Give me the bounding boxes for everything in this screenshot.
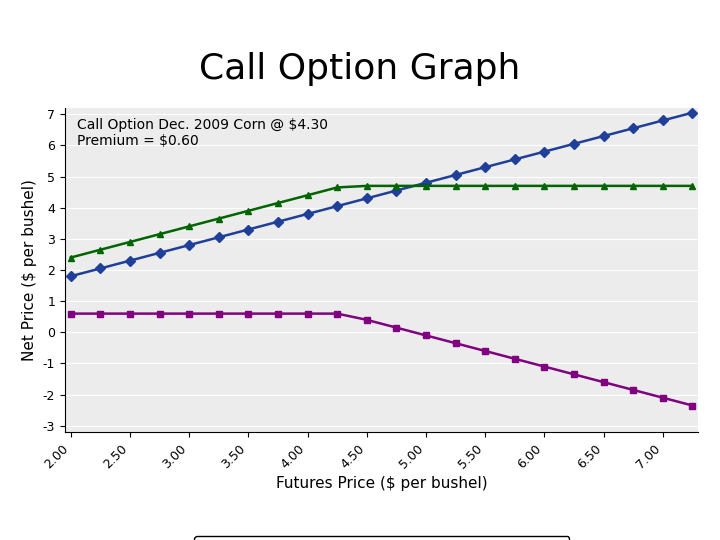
Text: Iowa State University: Iowa State University — [11, 495, 210, 512]
Call Option Cost — [481, 348, 490, 354]
Text: Call Option Dec. 2009 Corn @ $4.30
Premium = $0.60: Call Option Dec. 2009 Corn @ $4.30 Premi… — [78, 118, 328, 148]
Cash Price — [510, 156, 519, 163]
Net — [629, 183, 638, 189]
Net — [392, 183, 401, 189]
Call Option Cost — [185, 310, 194, 317]
Net — [510, 183, 519, 189]
Y-axis label: Net Price ($ per bushel): Net Price ($ per bushel) — [22, 179, 37, 361]
Call Option Cost — [392, 325, 401, 331]
Call Option Cost — [362, 316, 371, 323]
Net — [215, 215, 223, 222]
Net — [422, 183, 431, 189]
Call Option Cost — [303, 310, 312, 317]
Cash Price — [333, 203, 341, 210]
Net — [303, 192, 312, 199]
Text: Call Option Graph: Call Option Graph — [199, 52, 521, 86]
Cash Price — [629, 125, 638, 132]
Call Option Cost — [244, 310, 253, 317]
Call Option Cost — [510, 355, 519, 362]
Cash Price — [125, 258, 134, 264]
Call Option Cost — [66, 310, 75, 317]
Text: Econ 338C, Spring 2009: Econ 338C, Spring 2009 — [11, 522, 145, 531]
Net — [66, 254, 75, 261]
Call Option Cost — [333, 310, 341, 317]
Cash Price — [96, 265, 104, 272]
Call Option Cost — [125, 310, 134, 317]
Net — [659, 183, 667, 189]
Net — [599, 183, 608, 189]
Net — [362, 183, 371, 189]
Net — [156, 231, 164, 238]
Call Option Cost — [96, 310, 104, 317]
Cash Price — [66, 273, 75, 280]
Cash Price — [688, 110, 697, 116]
X-axis label: Futures Price ($ per bushel): Futures Price ($ per bushel) — [276, 476, 487, 491]
Cash Price — [540, 148, 549, 155]
Call Option Cost — [659, 395, 667, 401]
Cash Price — [156, 249, 164, 256]
Net — [481, 183, 490, 189]
Line: Cash Price: Cash Price — [67, 109, 696, 280]
Call Option Cost — [629, 387, 638, 393]
Net — [333, 184, 341, 191]
Cash Price — [481, 164, 490, 171]
Cash Price — [244, 226, 253, 233]
Net — [451, 183, 460, 189]
Call Option Cost — [570, 371, 578, 377]
Line: Call Option Cost: Call Option Cost — [67, 310, 696, 409]
Net — [274, 200, 282, 206]
Net — [688, 183, 697, 189]
Cash Price — [570, 140, 578, 147]
Net — [540, 183, 549, 189]
Net — [244, 207, 253, 214]
Cash Price — [303, 211, 312, 217]
Call Option Cost — [422, 332, 431, 339]
Cash Price — [215, 234, 223, 240]
Call Option Cost — [274, 310, 282, 317]
Legend: Cash Price, Call Option Cost, Net: Cash Price, Call Option Cost, Net — [194, 536, 570, 540]
Net — [570, 183, 578, 189]
Call Option Cost — [215, 310, 223, 317]
Call Option Cost — [688, 402, 697, 409]
Cash Price — [392, 187, 401, 194]
Cash Price — [362, 195, 371, 201]
Line: Net: Net — [67, 183, 696, 261]
Cash Price — [451, 172, 460, 178]
Net — [185, 223, 194, 230]
Cash Price — [274, 219, 282, 225]
Call Option Cost — [451, 340, 460, 347]
Net — [96, 246, 104, 253]
Cash Price — [659, 117, 667, 124]
Cash Price — [599, 133, 608, 139]
Call Option Cost — [540, 363, 549, 370]
Call Option Cost — [599, 379, 608, 386]
Call Option Cost — [156, 310, 164, 317]
Net — [125, 239, 134, 245]
Cash Price — [185, 242, 194, 248]
Cash Price — [422, 179, 431, 186]
